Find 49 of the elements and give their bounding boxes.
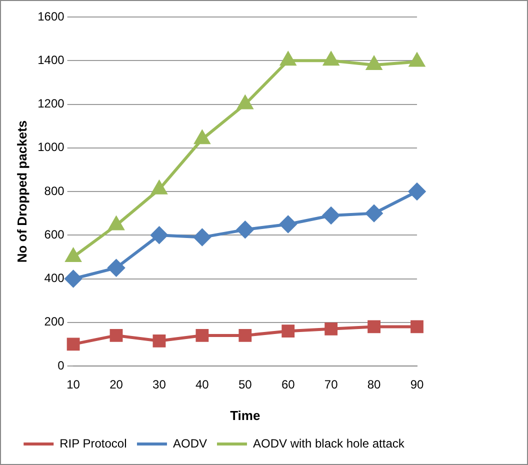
point <box>280 216 297 233</box>
y-axis-title: No of Dropped packets <box>14 120 30 263</box>
point <box>108 259 125 276</box>
legend-label: AODV <box>172 436 207 450</box>
point <box>150 226 168 244</box>
point <box>408 183 426 200</box>
point <box>152 334 166 348</box>
y-tick-label: 600 <box>44 227 65 242</box>
point <box>108 216 124 230</box>
x-tick-label: 50 <box>238 378 252 392</box>
point <box>322 206 340 224</box>
point <box>280 52 296 66</box>
x-tick-label: 80 <box>367 378 382 392</box>
point <box>282 324 295 338</box>
point <box>409 53 425 67</box>
point <box>324 52 339 66</box>
y-tick-label: 400 <box>44 271 65 286</box>
point <box>366 56 382 70</box>
legend-label: RIP Protocol <box>60 436 127 450</box>
point <box>194 130 210 144</box>
y-tick-label: 1200 <box>38 96 65 111</box>
point <box>366 204 383 222</box>
legend-label: AODV with black hole attack <box>252 436 406 450</box>
x-tick-label: 10 <box>66 378 80 392</box>
y-tick-label: 0 <box>58 358 65 372</box>
y-tick-label: 200 <box>44 314 65 329</box>
y-tick-label: 1600 <box>38 9 65 24</box>
x-tick-label: 70 <box>324 378 338 392</box>
x-axis-title: Time <box>230 408 260 423</box>
y-tick-label: 800 <box>44 184 65 198</box>
point <box>152 180 167 194</box>
point <box>66 338 80 351</box>
y-tick-label: 1000 <box>38 140 65 154</box>
point <box>238 329 252 342</box>
x-tick-label: 20 <box>110 378 124 392</box>
point <box>238 96 253 110</box>
point <box>368 320 380 334</box>
y-tick-label: 1400 <box>38 52 65 67</box>
point <box>324 322 338 336</box>
point <box>196 329 209 342</box>
point <box>64 270 82 288</box>
point <box>410 320 424 334</box>
x-tick-label: 30 <box>152 378 166 392</box>
point <box>236 221 254 238</box>
x-tick-label: 90 <box>410 378 424 392</box>
x-tick-label: 60 <box>281 378 296 392</box>
point <box>110 329 123 342</box>
point <box>194 228 211 246</box>
x-tick-label: 40 <box>196 378 210 392</box>
